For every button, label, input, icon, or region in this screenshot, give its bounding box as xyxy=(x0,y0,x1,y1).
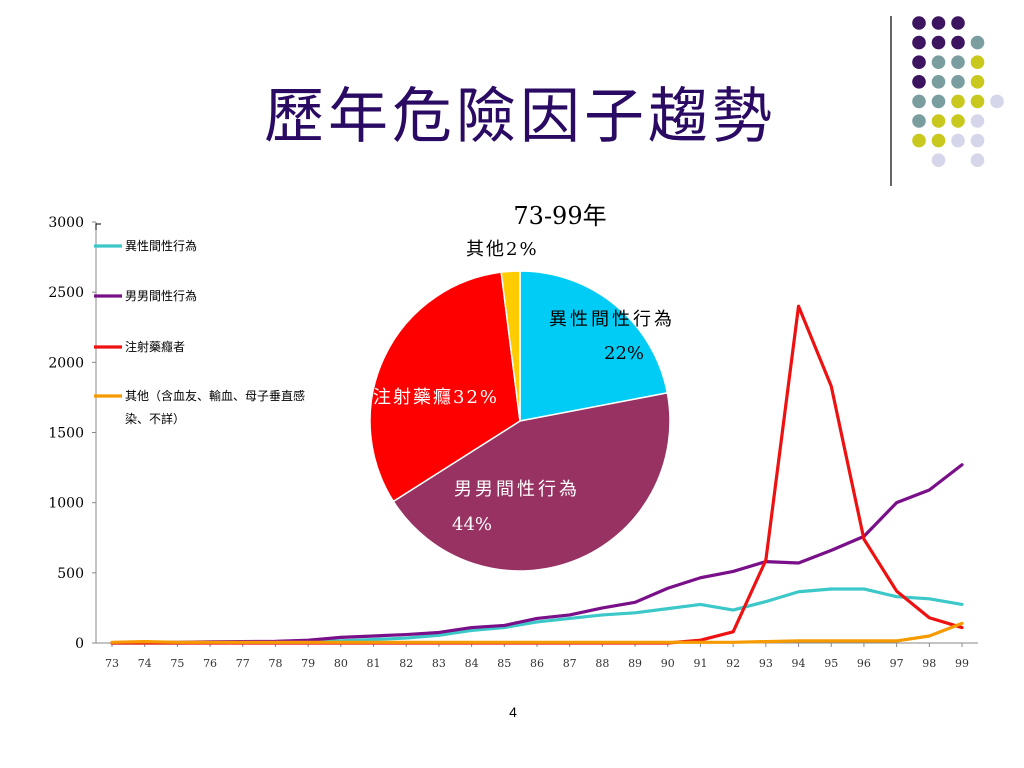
y-tick-label: 1000 xyxy=(48,496,84,512)
decorative-dot xyxy=(951,114,965,128)
x-tick-label: 90 xyxy=(661,657,675,670)
x-tick-label: 95 xyxy=(824,657,838,670)
pie-label-other: 其他2% xyxy=(466,239,539,260)
decorative-dot xyxy=(931,55,946,69)
legend-corner-mark xyxy=(95,223,101,230)
y-tick-label: 1500 xyxy=(48,426,84,442)
x-tick-label: 91 xyxy=(693,657,707,670)
decorative-dot xyxy=(970,94,985,109)
x-tick-label: 82 xyxy=(399,657,413,670)
decorative-dot xyxy=(951,75,965,89)
legend-label-continued: 染、不詳） xyxy=(125,411,185,426)
decorative-dot xyxy=(912,35,926,50)
x-tick-label: 83 xyxy=(432,657,446,670)
pie-label-heterosexual-pct: 22% xyxy=(604,343,644,364)
x-tick-label: 93 xyxy=(759,657,773,670)
decorative-dot xyxy=(931,16,946,30)
decorative-dot xyxy=(931,114,946,128)
series-line-4 xyxy=(110,621,964,644)
x-tick-label: 89 xyxy=(628,657,642,670)
x-tick-label: 88 xyxy=(595,657,609,670)
decorative-dot xyxy=(970,55,985,69)
x-tick-label: 96 xyxy=(857,657,871,670)
legend-label: 其他（含血友、輸血、母子垂直感 xyxy=(125,388,305,403)
decorative-dot xyxy=(970,153,985,167)
decorative-dot xyxy=(951,35,965,50)
pie-label-msm-pct: 44% xyxy=(452,514,492,535)
pie-label-heterosexual: 異性間性行為 xyxy=(549,309,675,330)
x-tick-label: 81 xyxy=(367,657,381,670)
x-tick-label: 77 xyxy=(236,657,250,670)
pie-slices xyxy=(369,270,671,572)
decorative-dot xyxy=(912,114,926,128)
pie-chart: 73-99年 異性間性行為 22% 男男間性行為 44% 注射藥癮32% 其他2% xyxy=(369,202,675,572)
slide-title: 歷年危險因子趨勢 xyxy=(264,82,776,152)
x-tick-label: 76 xyxy=(203,657,217,670)
decorative-dot xyxy=(951,94,965,109)
y-tick-label: 3000 xyxy=(48,215,84,231)
decorative-dot xyxy=(912,94,926,109)
series-line-1 xyxy=(110,587,964,645)
x-tick-label: 84 xyxy=(465,657,479,670)
x-tick-label: 79 xyxy=(301,657,315,670)
decorative-dot xyxy=(970,35,985,50)
x-axis: 73 74 75 76 77 78 79 80 81 82 83 84 85 86 87 88 89 90 91 92… xyxy=(96,642,978,670)
decorative-dot xyxy=(931,35,946,50)
y-axis: 0 500 1000 1500 2000 2500 3000 xyxy=(48,215,97,652)
legend-label: 男男間性行為 xyxy=(125,289,197,303)
pie-labels: 異性間性行為 22% 男男間性行為 44% 注射藥癮32% 其他2% xyxy=(373,239,675,535)
x-tick-label: 78 xyxy=(268,657,282,670)
decorative-dot xyxy=(912,55,926,69)
decorative-dot xyxy=(970,133,985,148)
legend-label: 異性間性行為 xyxy=(125,239,197,253)
pie-chart-title: 73-99年 xyxy=(513,202,606,230)
decorative-dot xyxy=(951,133,965,148)
pie-slice-3 xyxy=(369,271,521,503)
decorative-dot xyxy=(912,16,926,30)
x-tick-label: 97 xyxy=(890,657,904,670)
y-tick-label: 500 xyxy=(57,566,84,582)
x-tick-label: 80 xyxy=(334,657,348,670)
slide-number: 4 xyxy=(509,704,517,720)
decorative-dot xyxy=(931,153,946,167)
x-tick-label: 98 xyxy=(922,657,936,670)
line-series-group xyxy=(110,304,964,645)
pie-slice-4 xyxy=(500,270,521,422)
x-tick-label: 87 xyxy=(563,657,577,670)
line-chart: 0 500 1000 1500 2000 2500 3000 73 74 75 76 77 78 79 8… xyxy=(48,215,978,670)
x-tick-label: 75 xyxy=(170,657,184,670)
x-tick-label: 94 xyxy=(792,657,806,670)
decorative-dot xyxy=(931,75,946,89)
y-tick-label: 2500 xyxy=(48,285,84,301)
x-tick-label: 73 xyxy=(105,657,119,670)
decorative-dot xyxy=(931,94,946,109)
decorative-dot xyxy=(951,55,965,69)
x-tick-label: 85 xyxy=(497,657,511,670)
legend-label: 注射藥癮者 xyxy=(125,339,185,354)
decorative-dot xyxy=(912,133,926,148)
x-tick-label: 92 xyxy=(726,657,740,670)
x-tick-label: 74 xyxy=(138,657,152,670)
decorative-dot xyxy=(970,75,985,89)
pie-slice-2 xyxy=(392,392,671,572)
decorative-dot xyxy=(970,114,985,128)
pie-label-msm: 男男間性行為 xyxy=(454,479,580,500)
y-tick-label: 0 xyxy=(75,636,84,652)
y-tick-label: 2000 xyxy=(48,355,84,371)
decorative-dot-grid xyxy=(890,16,1004,186)
x-tick-label: 86 xyxy=(530,657,544,670)
decorative-dot xyxy=(912,75,926,89)
decorative-dot xyxy=(990,94,1004,109)
pie-slice-1 xyxy=(519,270,669,422)
pie-label-idu: 注射藥癮32% xyxy=(373,387,499,408)
x-tick-label: 99 xyxy=(955,657,969,670)
decorative-dot xyxy=(951,16,965,30)
decorative-dot xyxy=(931,133,946,148)
